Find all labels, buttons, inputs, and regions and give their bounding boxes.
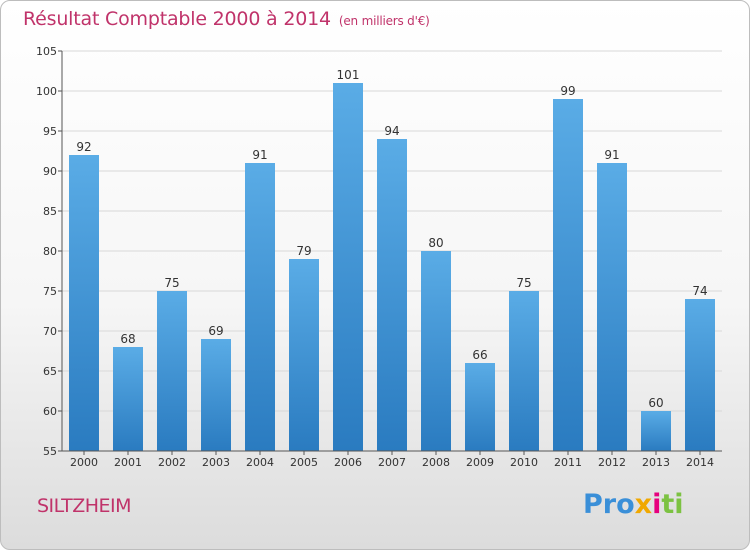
chart-title: Résultat Comptable 2000 à 2014 (en millie… bbox=[23, 8, 430, 30]
data-label: 80 bbox=[428, 236, 443, 250]
data-label: 75 bbox=[164, 276, 179, 290]
data-label: 99 bbox=[560, 84, 575, 98]
x-tick-label: 2010 bbox=[510, 456, 538, 469]
y-tick-label: 105 bbox=[36, 45, 57, 58]
bars-group: 92 68 75 69 91 79 101 94 80 66 75 99 91 60 74 bbox=[69, 68, 715, 451]
commune-name: SILTZHEIM bbox=[37, 495, 132, 517]
bar bbox=[641, 411, 671, 451]
x-tick-label: 2001 bbox=[114, 456, 142, 469]
proxiti-logo[interactable]: Proxiti bbox=[583, 489, 684, 520]
y-tick-label: 65 bbox=[43, 365, 57, 378]
bar bbox=[201, 339, 231, 451]
chart-subtitle: (en milliers d'€) bbox=[338, 14, 430, 28]
y-axis: 55 60 65 70 75 80 85 90 95 100 105 bbox=[36, 45, 63, 458]
data-label: 74 bbox=[692, 284, 707, 298]
bar bbox=[289, 259, 319, 451]
data-label: 79 bbox=[296, 244, 311, 258]
y-tick-label: 80 bbox=[43, 245, 57, 258]
data-label: 68 bbox=[120, 332, 135, 346]
x-axis: 2000 2001 2002 2003 2004 2005 2006 2007 2008 2009… bbox=[62, 450, 722, 469]
bar bbox=[157, 291, 187, 451]
x-tick-label: 2009 bbox=[466, 456, 494, 469]
bar bbox=[245, 163, 275, 451]
data-label: 101 bbox=[337, 68, 360, 82]
x-tick-label: 2002 bbox=[158, 456, 186, 469]
data-label: 91 bbox=[252, 148, 267, 162]
bar bbox=[333, 83, 363, 451]
y-tick-label: 95 bbox=[43, 125, 57, 138]
data-label: 75 bbox=[516, 276, 531, 290]
data-label: 66 bbox=[472, 348, 487, 362]
x-tick-label: 2014 bbox=[686, 456, 714, 469]
bar bbox=[509, 291, 539, 451]
y-tick-label: 60 bbox=[43, 405, 57, 418]
y-tick-label: 75 bbox=[43, 285, 57, 298]
logo-part-4: ti bbox=[661, 489, 684, 520]
data-label: 69 bbox=[208, 324, 223, 338]
logo-part-3: i bbox=[652, 489, 662, 520]
x-tick-label: 2000 bbox=[70, 456, 98, 469]
x-tick-label: 2007 bbox=[378, 456, 406, 469]
x-tick-label: 2003 bbox=[202, 456, 230, 469]
x-tick-label: 2011 bbox=[554, 456, 582, 469]
data-label: 94 bbox=[384, 124, 399, 138]
bar bbox=[465, 363, 495, 451]
x-tick-label: 2004 bbox=[246, 456, 274, 469]
bar bbox=[685, 299, 715, 451]
y-tick-label: 90 bbox=[43, 165, 57, 178]
x-tick-label: 2008 bbox=[422, 456, 450, 469]
bar bbox=[377, 139, 407, 451]
y-tick-label: 70 bbox=[43, 325, 57, 338]
logo-part-1: Pro bbox=[583, 489, 635, 520]
bar bbox=[69, 155, 99, 451]
title-text: Résultat Comptable 2000 à 2014 bbox=[23, 8, 331, 30]
data-label: 91 bbox=[604, 148, 619, 162]
bar bbox=[421, 251, 451, 451]
y-tick-label: 85 bbox=[43, 205, 57, 218]
bar bbox=[553, 99, 583, 451]
y-tick-label: 100 bbox=[36, 85, 57, 98]
data-label: 92 bbox=[76, 140, 91, 154]
y-tick-label: 55 bbox=[43, 445, 57, 458]
bar bbox=[597, 163, 627, 451]
x-tick-label: 2013 bbox=[642, 456, 670, 469]
x-tick-label: 2012 bbox=[598, 456, 626, 469]
x-tick-label: 2005 bbox=[290, 456, 318, 469]
data-label: 60 bbox=[648, 396, 663, 410]
logo-part-2: x bbox=[634, 489, 653, 520]
bar bbox=[113, 347, 143, 451]
x-tick-label: 2006 bbox=[334, 456, 362, 469]
